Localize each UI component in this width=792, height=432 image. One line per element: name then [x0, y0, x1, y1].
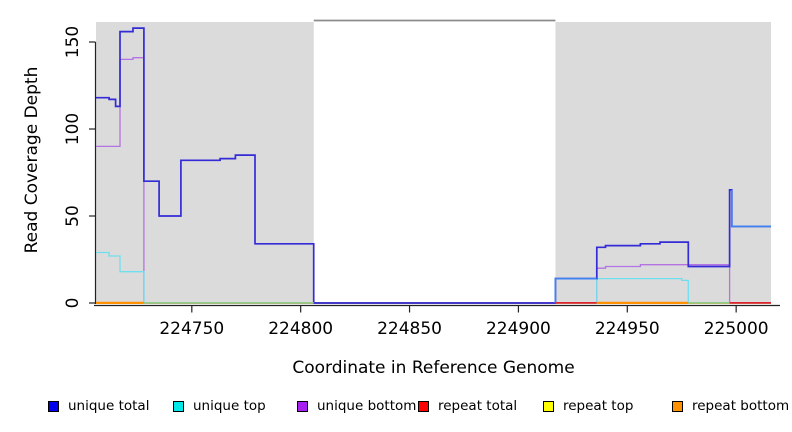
legend-item-repeat-top: repeat top: [543, 398, 633, 414]
legend: unique total unique top unique bottom repea…: [0, 398, 792, 418]
legend-label: repeat bottom: [692, 398, 790, 414]
x-tick-label: 224850: [377, 319, 442, 339]
y-axis-title: Read Coverage Depth: [22, 66, 42, 254]
x-tick-label: 224800: [268, 319, 333, 339]
legend-label: unique top: [193, 398, 266, 414]
legend-label: repeat total: [438, 398, 518, 414]
x-tick-label: 224950: [595, 319, 660, 339]
legend-label: unique total: [68, 398, 150, 414]
y-tick-label: 50: [63, 205, 83, 227]
x-tick-label: 224900: [486, 319, 551, 339]
y-tick-label: 100: [63, 113, 83, 145]
legend-swatch: [672, 400, 683, 412]
legend-item-unique-bottom: unique bottom: [297, 398, 416, 414]
x-tick-label: 225000: [704, 319, 769, 339]
legend-swatch: [543, 400, 554, 412]
legend-swatch: [297, 400, 308, 412]
shaded-region: [96, 22, 314, 304]
legend-item-unique-total: unique total: [48, 398, 149, 414]
legend-item-repeat-bottom: repeat bottom: [672, 398, 789, 414]
x-tick-label: 224750: [159, 319, 224, 339]
y-tick-label: 150: [63, 26, 83, 58]
legend-swatch: [173, 400, 184, 412]
legend-label: unique bottom: [317, 398, 417, 414]
legend-swatch: [418, 400, 429, 412]
series-unique-total-line: [96, 27, 771, 304]
x-axis-title: Coordinate in Reference Genome: [292, 358, 575, 378]
shaded-region: [555, 22, 771, 304]
y-tick-label: 0: [63, 298, 83, 309]
legend-item-unique-top: unique top: [173, 398, 266, 414]
legend-label: repeat top: [563, 398, 634, 414]
series-highlight-line: [730, 189, 771, 228]
legend-item-repeat-total: repeat total: [418, 398, 517, 414]
legend-swatch: [48, 400, 59, 412]
series-highlight-line: [554, 277, 597, 303]
